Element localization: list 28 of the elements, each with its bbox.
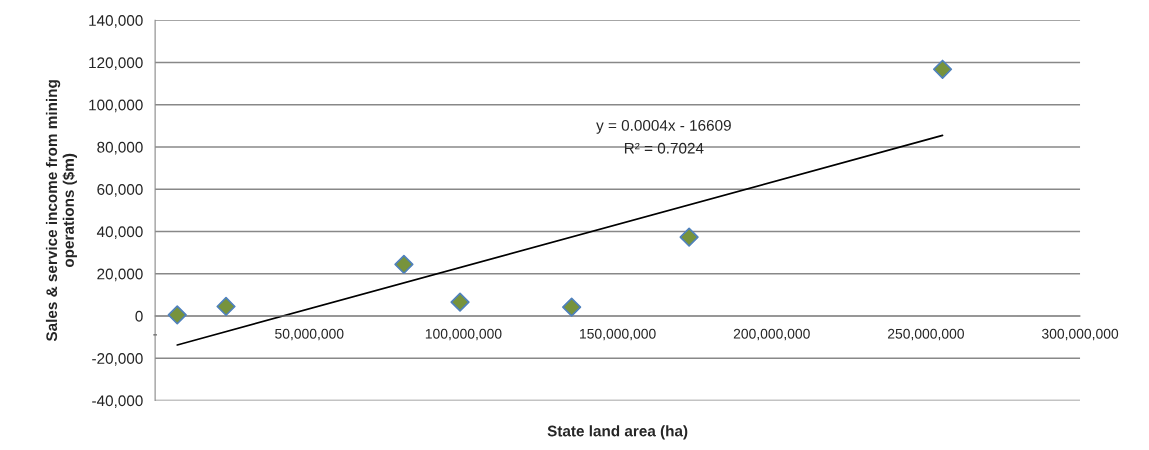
x-tick-label: 200,000,000 [733, 328, 810, 341]
y-tick-label: 100,000 [89, 99, 143, 113]
y-axis-title: Sales & service income from mining operations ($m) [45, 80, 77, 342]
y-tick-label: 60,000 [97, 184, 143, 197]
point [216, 296, 236, 317]
x-tick-label: 300,000,000 [1041, 328, 1119, 341]
x-tick-label: 50,000,000 [275, 328, 344, 341]
y-tick-label: 140,000 [89, 15, 143, 28]
point [450, 292, 470, 312]
point [167, 305, 187, 325]
y-tick-label: 0 [135, 310, 143, 322]
annotation: y = 0.0004x - 16609 [596, 120, 731, 134]
point [394, 254, 414, 275]
y-tick-label: -40,000 [92, 395, 143, 408]
y-tick-label: 120,000 [89, 57, 143, 70]
point [562, 297, 582, 317]
y-tick-label: 40,000 [96, 226, 143, 239]
point [679, 227, 699, 247]
x-tick-label: - [153, 334, 157, 336]
x-axis-title: State land area (ha) [547, 425, 688, 440]
annotation: R² = 0.7024 [624, 142, 704, 154]
y-tick-label: 80,000 [97, 141, 143, 155]
y-tick-label: -20,000 [92, 353, 143, 366]
x-tick-label: 250,000,000 [887, 328, 964, 341]
x-tick-label: 100,000,000 [425, 328, 502, 341]
y-tick-label: 20,000 [97, 268, 143, 282]
x-tick-label: 150,000,000 [580, 328, 656, 341]
point [932, 59, 953, 79]
